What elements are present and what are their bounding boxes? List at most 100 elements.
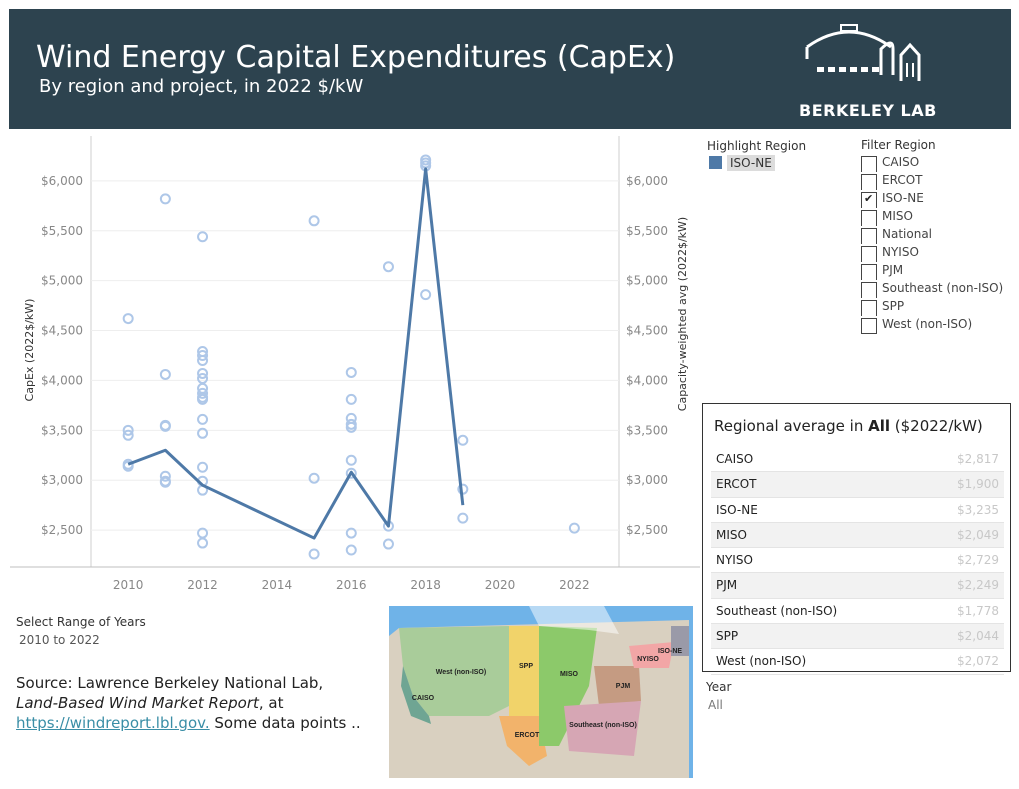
avg-region: NYISO bbox=[716, 553, 753, 568]
data-point[interactable] bbox=[345, 421, 357, 433]
lab-building-icon bbox=[805, 24, 921, 81]
data-point[interactable] bbox=[159, 368, 171, 380]
data-point[interactable] bbox=[197, 231, 209, 243]
map-label: PJM bbox=[616, 683, 631, 690]
map-label: MISO bbox=[560, 671, 578, 678]
capex-chart[interactable]: $2,500 $2,500 $3,000 $3,000 $3,500 $3,500 $4,0… bbox=[10, 134, 700, 600]
filter-item-label: NYISO bbox=[882, 245, 919, 259]
data-point[interactable] bbox=[197, 427, 209, 439]
filter-checkbox[interactable] bbox=[861, 318, 877, 334]
filter-checkbox[interactable] bbox=[861, 264, 877, 280]
data-point[interactable] bbox=[197, 349, 209, 361]
series-line-iso-ne[interactable] bbox=[127, 167, 465, 540]
data-point[interactable] bbox=[197, 367, 209, 379]
x-tick-label: 2014 bbox=[262, 578, 293, 592]
map-label: Southeast (non-ISO) bbox=[569, 722, 637, 729]
report-title: Land-Based Wind Market Report bbox=[16, 694, 259, 712]
y-axis-title-left: CapEx (2022$/kW) bbox=[23, 299, 36, 402]
filter-checkbox[interactable] bbox=[861, 228, 877, 244]
berkeley-lab-logo[interactable]: BERKELEY LAB bbox=[789, 19, 936, 124]
y-tick-label-left: $4,500 bbox=[41, 324, 83, 338]
avg-region: ERCOT bbox=[716, 477, 757, 492]
filter-checkbox[interactable] bbox=[861, 174, 877, 190]
filter-item-iso-ne[interactable]: ✔ ISO-NE bbox=[861, 190, 1011, 208]
filter-checkbox[interactable] bbox=[861, 300, 877, 316]
filter-item-label: Southeast (non-ISO) bbox=[882, 281, 1004, 295]
map-label: ERCOT bbox=[515, 732, 540, 739]
filter-checkbox[interactable] bbox=[861, 246, 877, 262]
data-point[interactable] bbox=[122, 429, 134, 441]
data-point[interactable] bbox=[457, 434, 469, 446]
data-point[interactable] bbox=[197, 537, 209, 549]
data-point[interactable] bbox=[382, 538, 394, 550]
data-point[interactable] bbox=[159, 476, 171, 488]
filter-item-pjm[interactable]: PJM bbox=[861, 262, 1011, 280]
year-filter-value[interactable]: All bbox=[708, 698, 723, 712]
data-point[interactable] bbox=[159, 193, 171, 205]
avg-value: $2,249 bbox=[957, 578, 999, 593]
data-point[interactable] bbox=[197, 393, 209, 405]
data-point[interactable] bbox=[159, 420, 171, 432]
avg-row: West (non-ISO) $2,072 bbox=[711, 649, 1004, 675]
y-tick-label-left: $3,000 bbox=[41, 473, 83, 487]
filter-item-label: ISO-NE bbox=[882, 191, 924, 205]
filter-checkbox[interactable] bbox=[861, 192, 877, 208]
y-tick-label-right: $2,500 bbox=[626, 523, 668, 537]
filter-item-spp[interactable]: SPP bbox=[861, 298, 1011, 316]
regional-average-table: CAISO $2,817 ERCOT $1,900 ISO-NE $3,235 MISO $2… bbox=[711, 447, 1004, 675]
data-point[interactable] bbox=[308, 472, 320, 484]
iso-ne-legend-swatch[interactable] bbox=[709, 156, 722, 169]
data-point[interactable] bbox=[159, 470, 171, 482]
data-point[interactable] bbox=[122, 460, 134, 472]
filter-checkbox[interactable] bbox=[861, 210, 877, 226]
data-point[interactable] bbox=[197, 387, 209, 399]
avg-value: $2,729 bbox=[957, 553, 999, 568]
source-line-2: Land-Based Wind Market Report, at bbox=[16, 694, 284, 712]
data-point[interactable] bbox=[568, 522, 580, 534]
data-point[interactable] bbox=[345, 366, 357, 378]
avg-value: $2,044 bbox=[957, 629, 999, 644]
y-tick-label-right: $4,500 bbox=[626, 324, 668, 338]
filter-item-southeast-non-iso[interactable]: Southeast (non-ISO) bbox=[861, 280, 1011, 298]
data-point[interactable] bbox=[197, 413, 209, 425]
filter-item-label: ERCOT bbox=[882, 173, 923, 187]
data-point[interactable] bbox=[345, 393, 357, 405]
data-point[interactable] bbox=[122, 313, 134, 325]
year-filter-title: Year bbox=[706, 680, 732, 694]
data-point[interactable] bbox=[345, 544, 357, 556]
filter-item-national[interactable]: National bbox=[861, 226, 1011, 244]
filter-item-west-non-iso[interactable]: West (non-ISO) bbox=[861, 316, 1011, 334]
data-point[interactable] bbox=[197, 354, 209, 366]
data-point[interactable] bbox=[308, 548, 320, 560]
avg-region: SPP bbox=[716, 629, 739, 644]
avg-region: PJM bbox=[716, 578, 738, 593]
filter-checkbox[interactable] bbox=[861, 156, 877, 172]
y-tick-label-left: $4,000 bbox=[41, 373, 83, 387]
data-point[interactable] bbox=[308, 215, 320, 227]
avg-row: ISO-NE $3,235 bbox=[711, 498, 1004, 523]
data-point[interactable] bbox=[345, 467, 357, 479]
data-point[interactable] bbox=[420, 289, 432, 301]
filter-item-ercot[interactable]: ERCOT bbox=[861, 172, 1011, 190]
avg-value: $2,049 bbox=[957, 527, 999, 542]
region-map[interactable]: West (non-ISO) SPP MISO NYISO ISO-NE PJM CAISO… bbox=[389, 606, 693, 778]
y-tick-label-left: $3,500 bbox=[41, 423, 83, 437]
filter-checkbox[interactable] bbox=[861, 282, 877, 298]
y-tick-label-left: $5,000 bbox=[41, 274, 83, 288]
year-range-value[interactable]: 2010 to 2022 bbox=[19, 633, 100, 647]
filter-item-caiso[interactable]: CAISO bbox=[861, 154, 1011, 172]
data-point[interactable] bbox=[457, 512, 469, 524]
capex-scatter-plot[interactable]: $2,500 $2,500 $3,000 $3,000 $3,500 $3,500 $4,0… bbox=[10, 134, 700, 600]
filter-item-miso[interactable]: MISO bbox=[861, 208, 1011, 226]
highlight-region-value[interactable]: ISO-NE bbox=[727, 155, 775, 171]
data-point[interactable] bbox=[197, 461, 209, 473]
filter-item-nyiso[interactable]: NYISO bbox=[861, 244, 1011, 262]
data-point[interactable] bbox=[345, 454, 357, 466]
data-point[interactable] bbox=[345, 527, 357, 539]
windreport-link[interactable]: https://windreport.lbl.gov. bbox=[16, 714, 210, 732]
map-label: NYISO bbox=[637, 656, 659, 663]
x-tick-label: 2012 bbox=[187, 578, 218, 592]
data-point[interactable] bbox=[382, 261, 394, 273]
filter-item-label: National bbox=[882, 227, 933, 241]
data-point[interactable] bbox=[122, 424, 134, 436]
